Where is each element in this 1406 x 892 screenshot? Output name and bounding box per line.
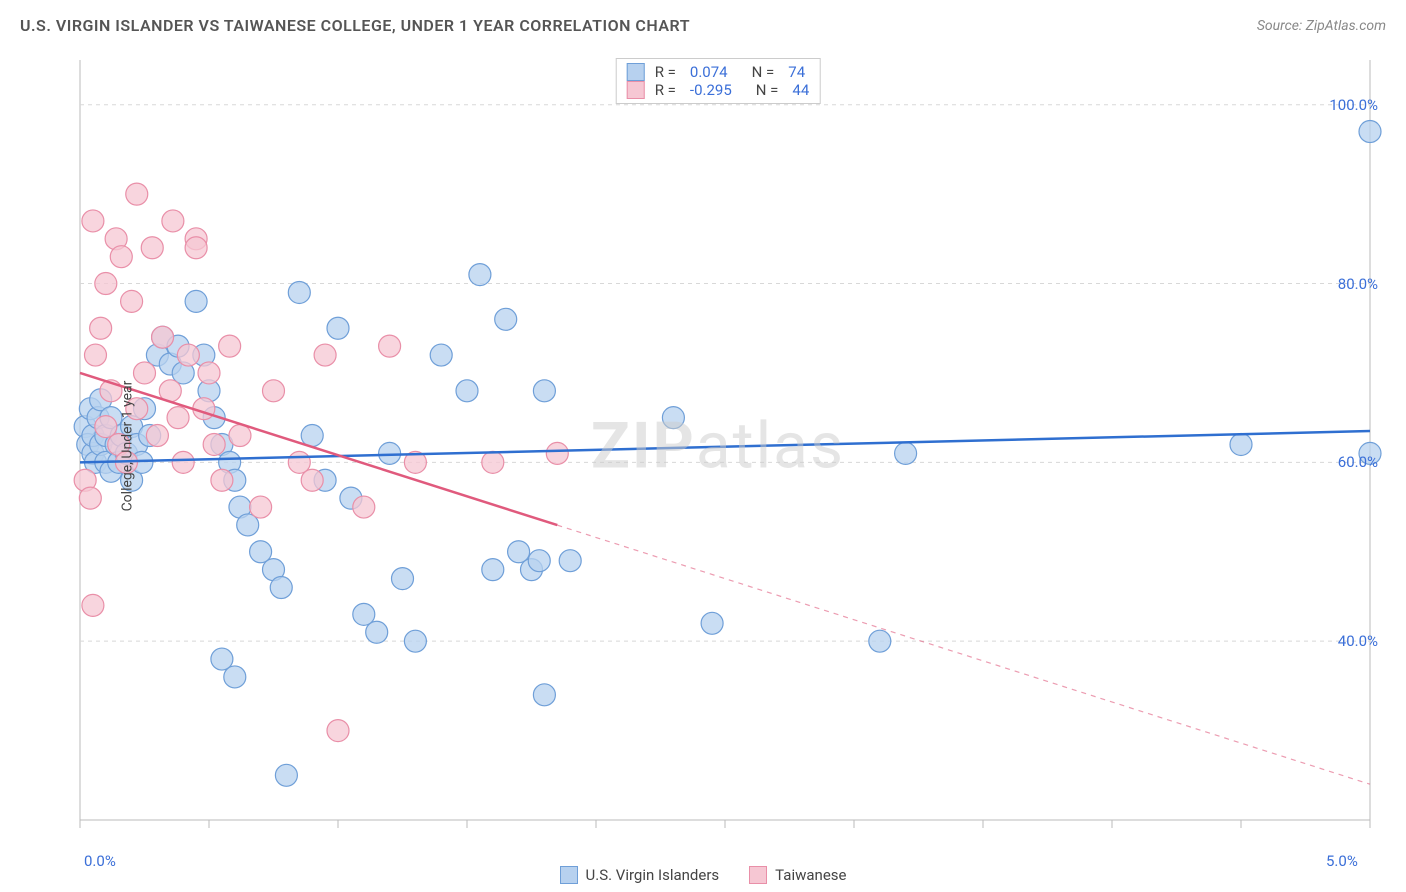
data-point xyxy=(263,380,285,402)
data-point xyxy=(1230,433,1252,455)
chart-title: U.S. VIRGIN ISLANDER VS TAIWANESE COLLEG… xyxy=(20,16,690,35)
legend-swatch xyxy=(627,81,645,99)
data-point xyxy=(172,451,194,473)
data-point xyxy=(95,273,117,295)
data-point xyxy=(392,568,414,590)
data-point xyxy=(469,264,491,286)
data-point xyxy=(110,246,132,268)
data-point xyxy=(198,362,220,384)
data-point xyxy=(495,308,517,330)
n-label: N = xyxy=(752,63,775,81)
y-tick-label: 80.0% xyxy=(1338,275,1378,293)
data-point xyxy=(219,335,241,357)
legend-swatch xyxy=(560,866,578,884)
legend-row: R = -0.295 N = 44 xyxy=(627,81,810,99)
legend-swatch xyxy=(749,866,767,884)
regression-line xyxy=(80,373,557,525)
data-point xyxy=(84,344,106,366)
chart-container: College, Under 1 year ZIPatlas R =0.074N… xyxy=(50,50,1386,842)
data-point xyxy=(482,559,504,581)
data-point xyxy=(185,290,207,312)
data-point xyxy=(134,362,156,384)
data-point xyxy=(895,442,917,464)
y-tick-label: 100.0% xyxy=(1329,96,1378,114)
data-point xyxy=(152,326,174,348)
data-point xyxy=(482,451,504,473)
data-point xyxy=(162,210,184,232)
source-label: Source: ZipAtlas.com xyxy=(1257,18,1386,34)
data-point xyxy=(275,764,297,786)
r-label: R = xyxy=(655,63,676,81)
data-point xyxy=(185,237,207,259)
data-point xyxy=(379,335,401,357)
data-point xyxy=(121,290,143,312)
r-label: R = xyxy=(655,81,676,99)
data-point xyxy=(533,380,555,402)
data-point xyxy=(301,469,323,491)
legend-series: U.S. Virgin Islanders Taiwanese xyxy=(0,866,1406,884)
data-point xyxy=(559,550,581,572)
n-value: 74 xyxy=(788,63,805,81)
regression-line-dashed xyxy=(557,525,1370,784)
data-point xyxy=(314,344,336,366)
data-point xyxy=(327,720,349,742)
data-point xyxy=(288,281,310,303)
data-point xyxy=(126,183,148,205)
data-point xyxy=(211,469,233,491)
legend-item: U.S. Virgin Islanders xyxy=(560,866,720,884)
data-point xyxy=(270,577,292,599)
data-point xyxy=(366,621,388,643)
legend-row: R = 0.074 N = 74 xyxy=(627,63,810,81)
data-point xyxy=(146,425,168,447)
data-point xyxy=(177,344,199,366)
n-value: 44 xyxy=(792,81,809,99)
data-point xyxy=(141,237,163,259)
legend-label: U.S. Virgin Islanders xyxy=(586,866,720,884)
data-point xyxy=(79,487,101,509)
data-point xyxy=(404,630,426,652)
data-point xyxy=(353,496,375,518)
data-point xyxy=(82,594,104,616)
data-point xyxy=(167,407,189,429)
data-point xyxy=(203,433,225,455)
data-point xyxy=(430,344,452,366)
y-tick-label: 40.0% xyxy=(1338,632,1378,650)
r-value: 0.074 xyxy=(690,63,728,81)
data-point xyxy=(533,684,555,706)
data-point xyxy=(869,630,891,652)
data-point xyxy=(456,380,478,402)
scatter-chart xyxy=(50,50,1386,842)
data-point xyxy=(701,612,723,634)
data-point xyxy=(90,317,112,339)
data-point xyxy=(224,666,246,688)
data-point xyxy=(1359,121,1381,143)
r-value: -0.295 xyxy=(690,81,732,99)
data-point xyxy=(229,425,251,447)
legend-item: Taiwanese xyxy=(749,866,846,884)
y-tick-label: 60.0% xyxy=(1338,453,1378,471)
legend-correlation: R = 0.074 N = 74 R = -0.295 N = 44 xyxy=(616,58,821,104)
data-point xyxy=(82,210,104,232)
y-axis-label: College, Under 1 year xyxy=(119,381,135,512)
data-point xyxy=(528,550,550,572)
legend-swatch xyxy=(627,63,645,81)
data-point xyxy=(662,407,684,429)
data-point xyxy=(327,317,349,339)
data-point xyxy=(546,442,568,464)
data-point xyxy=(250,496,272,518)
n-label: N = xyxy=(756,81,779,99)
legend-label: Taiwanese xyxy=(775,866,846,884)
